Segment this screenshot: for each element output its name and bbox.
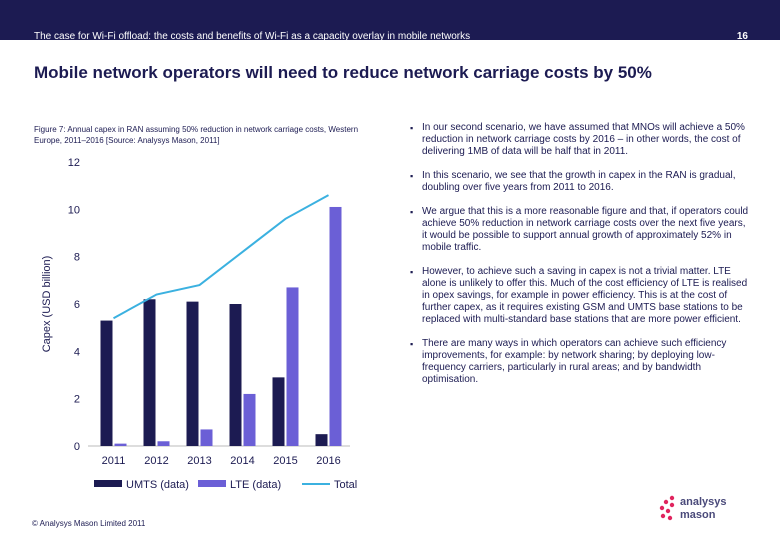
y-axis-label: Capex (USD billion) [41,256,53,353]
y-tick-label: 6 [74,299,80,311]
bullet-text: In our second scenario, we have assumed … [422,122,745,157]
bar-lte [114,443,127,446]
bullet-list: ▪ In our second scenario, we have assumed… [410,122,750,398]
y-tick-label: 10 [68,204,80,216]
bar-lte [329,206,342,446]
bar-umts [229,304,242,446]
x-tick-label: 2013 [187,455,211,467]
legend-swatch-lte [198,480,226,487]
bar-umts [143,299,156,446]
bullet-item: ▪ In this scenario, we see that the growt… [410,170,750,194]
bullet-text: In this scenario, we see that the growth… [422,170,736,193]
bullet-text: However, to achieve such a saving in cap… [422,266,748,325]
bullet-item: ▪ In our second scenario, we have assumed… [410,122,750,158]
x-tick-label: 2012 [144,455,168,467]
document-title: The case for Wi-Fi offload: the costs an… [34,31,471,42]
bullet-marker-icon: ▪ [410,171,414,181]
bullet-marker-icon: ▪ [410,207,414,217]
capex-chart: 0 2 4 6 8 10 12 Capex (USD billion) 2011 2012 2013… [41,157,357,491]
y-tick-label: 12 [68,157,80,169]
bar-lte [286,287,299,446]
total-line [113,194,329,320]
bullet-item: ▪ There are many ways in which operators … [410,338,750,386]
bullet-marker-icon: ▪ [410,339,414,349]
y-tick-label: 2 [74,394,80,406]
bullet-marker-icon: ▪ [410,267,414,277]
slide-headline: Mobile network operators will need to re… [34,63,652,82]
bar-umts [315,434,328,446]
y-tick-label: 8 [74,252,80,264]
bar-lte [200,429,213,446]
logo-text-line2: mason [680,509,716,521]
figure-caption: Figure 7: Annual capex in RAN assuming 5… [34,125,359,145]
page-number: 16 [736,31,748,42]
x-tick-label: 2016 [316,455,340,467]
x-tick-label: 2015 [273,455,297,467]
legend-label: Total [334,479,357,491]
legend-swatch-umts [94,480,122,487]
analysys-mason-logo: analysys mason [658,494,754,524]
logo-text-line1: analysys [680,496,727,508]
legend-label: LTE (data) [230,479,281,491]
copyright-notice: © Analysys Mason Limited 2011 [32,519,146,528]
y-tick-label: 4 [74,346,80,358]
bullet-text: There are many ways in which operators c… [422,338,727,385]
bar-umts [186,301,199,446]
bar-lte [157,441,170,446]
bullet-text: We argue that this is a more reasonable … [422,206,749,253]
page-header: The case for Wi-Fi offload: the costs an… [0,0,780,42]
legend-label: UMTS (data) [126,479,189,491]
logo-dots-icon [659,495,675,521]
y-tick-label: 0 [74,441,80,453]
bar-umts [100,320,113,446]
x-tick-label: 2011 [102,455,126,467]
bullet-marker-icon: ▪ [410,123,414,133]
bullet-item: ▪ We argue that this is a more reasonable… [410,206,750,254]
x-tick-label: 2014 [230,455,254,467]
bar-lte [243,393,256,446]
bar-umts [272,377,285,446]
bullet-item: ▪ However, to achieve such a saving in ca… [410,266,750,326]
